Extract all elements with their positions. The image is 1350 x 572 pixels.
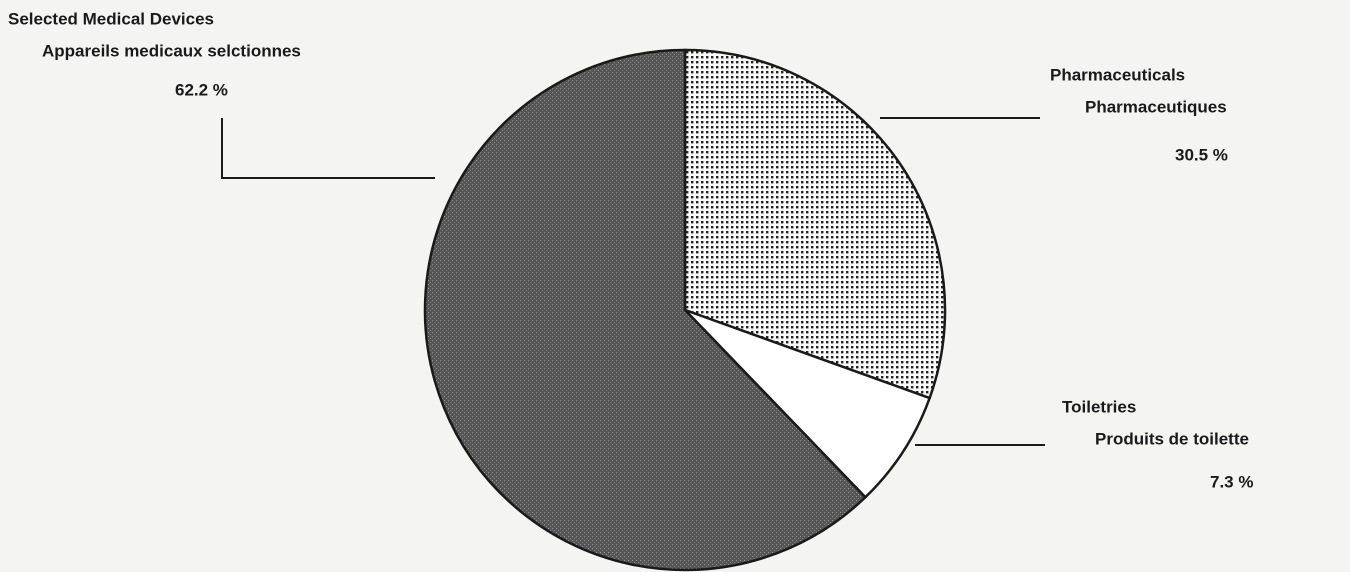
slice-label-fr: Produits de toilette: [1095, 429, 1249, 448]
pie-slice: [684, 308, 932, 500]
value-label: 62.2 %: [175, 80, 228, 99]
leader-line: [221, 118, 435, 179]
slice-label: Pharmaceuticals: [1050, 65, 1185, 84]
slice-label: Selected Medical Devices: [8, 9, 214, 28]
value-label: 7.3 %: [1210, 472, 1253, 491]
value-label: 30.5 %: [1175, 145, 1228, 164]
pie-slice: [423, 48, 868, 572]
slice-label-fr: Pharmaceutiques: [1085, 97, 1227, 116]
slice-label: Toiletries: [1062, 397, 1136, 416]
pie-slice: [683, 48, 947, 400]
slice-label-fr: Appareils medicaux selctionnes: [42, 41, 301, 60]
